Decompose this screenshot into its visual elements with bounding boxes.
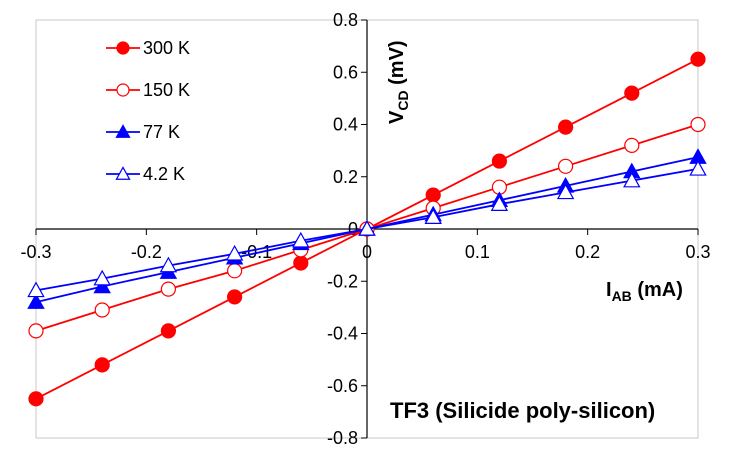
data-point	[27, 281, 45, 298]
data-point	[690, 51, 706, 67]
legend-item: 77 K	[106, 122, 180, 142]
y-axis-title-main: V	[386, 110, 408, 124]
y-tick-label: 0.6	[333, 62, 358, 82]
data-point	[557, 119, 574, 135]
legend-item: 300 K	[106, 38, 190, 58]
data-point	[491, 153, 507, 169]
x-axis-title: IAB (mA)	[606, 279, 683, 304]
data-point	[93, 277, 111, 294]
data-point	[227, 263, 243, 279]
legend-item: 150 K	[106, 80, 190, 100]
y-axis-title: VCD (mV)	[386, 40, 411, 124]
data-point	[94, 302, 110, 318]
data-point	[27, 293, 45, 309]
x-tick-label: 0.2	[575, 242, 600, 262]
data-point	[116, 83, 130, 97]
data-point	[225, 244, 244, 261]
data-point	[623, 171, 641, 188]
axes: -0.3 -0.2 -0.1 0 0.1 0.2 0.3-0.8-0.6-0.4-0.200…	[20, 10, 710, 448]
legend-label: 300 K	[143, 38, 190, 58]
data-point	[424, 208, 442, 225]
y-tick-label: 0.8	[333, 10, 358, 30]
series-4-2-k	[27, 159, 707, 298]
y-tick-label: 0	[348, 219, 358, 239]
legend-label: 150 K	[143, 80, 190, 100]
y-tick-label: -0.8	[327, 428, 358, 448]
data-point	[159, 256, 178, 273]
data-point	[624, 137, 640, 153]
data-point	[689, 159, 707, 176]
y-axis-title-sub: CD	[395, 90, 411, 110]
y-tick-label: 0.2	[333, 167, 358, 187]
data-point	[425, 187, 441, 203]
data-point	[160, 281, 176, 297]
data-point	[624, 85, 640, 101]
y-tick-label: -0.6	[327, 376, 358, 396]
data-point	[557, 158, 574, 174]
data-point	[490, 195, 509, 211]
data-point	[28, 323, 44, 339]
data-point	[556, 183, 575, 200]
data-point	[28, 391, 44, 407]
y-axis-title-unit: (mV)	[386, 40, 408, 90]
x-tick-label: 0.3	[685, 242, 710, 262]
series-group	[27, 51, 707, 407]
data-point	[358, 220, 376, 236]
x-tick-label: -0.3	[20, 242, 51, 262]
data-point	[160, 323, 176, 339]
x-axis-title-sub: AB	[612, 288, 632, 304]
data-point	[94, 357, 110, 373]
legend: 300 K 150 K 77 K 4.2 K	[106, 38, 190, 184]
data-point	[93, 269, 111, 286]
x-axis-title-main: I	[606, 279, 612, 301]
x-tick-label: -0.2	[131, 242, 162, 262]
data-point	[116, 41, 130, 55]
data-point	[293, 255, 309, 271]
y-tick-label: -0.2	[327, 271, 358, 291]
data-point	[227, 289, 243, 305]
x-tick-label: 0	[362, 242, 372, 262]
x-tick-label: 0.1	[465, 242, 490, 262]
data-point	[115, 124, 131, 138]
legend-label: 4.2 K	[143, 164, 185, 184]
data-point	[690, 116, 706, 133]
legend-label: 77 K	[143, 122, 180, 142]
x-axis-title-unit: (mA)	[632, 279, 683, 301]
x-tick-label: -0.1	[241, 242, 272, 262]
legend-item: 4.2 K	[106, 164, 185, 184]
data-point	[292, 231, 310, 248]
y-tick-label: 0.4	[333, 115, 358, 135]
data-point	[115, 166, 131, 180]
chart-annotation: TF3 (Silicide poly-silicon)	[390, 398, 655, 423]
y-tick-label: -0.4	[327, 324, 358, 344]
